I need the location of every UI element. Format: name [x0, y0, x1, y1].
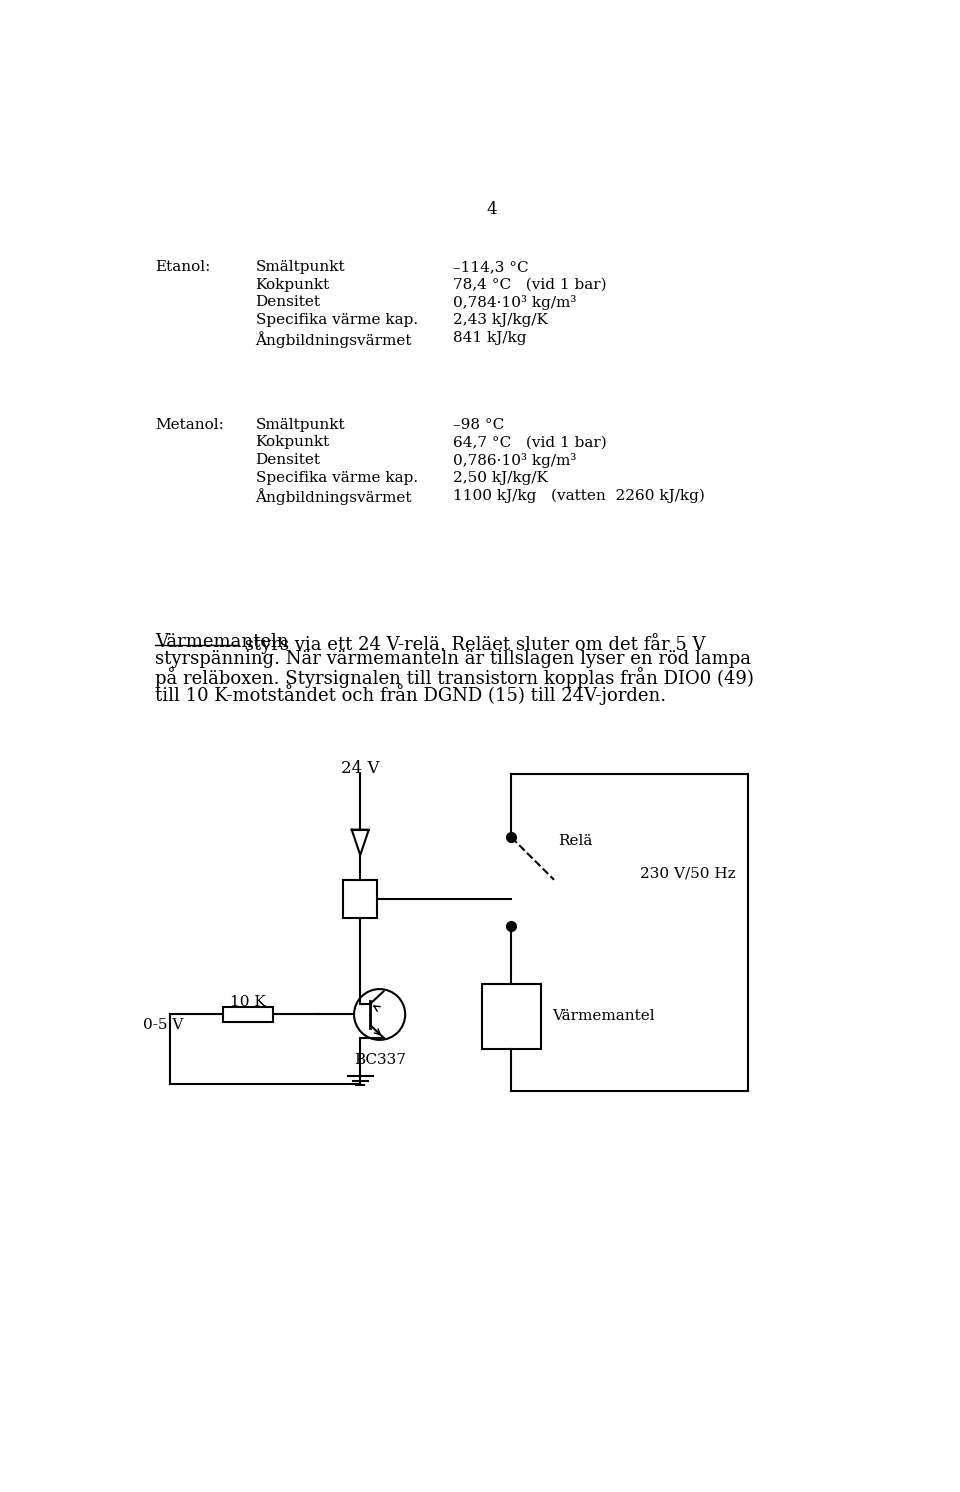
Text: 0,786·10³ kg/m³: 0,786·10³ kg/m³	[453, 454, 577, 468]
Text: BC337: BC337	[353, 1053, 405, 1067]
Text: styrspänning. När värmemanteln är tillslagen lyser en röd lampa: styrspänning. När värmemanteln är tillsl…	[155, 651, 751, 668]
Text: Densitet: Densitet	[255, 295, 321, 309]
Text: 230 V/50 Hz: 230 V/50 Hz	[640, 867, 736, 880]
Text: 64,7 °C   (vid 1 bar): 64,7 °C (vid 1 bar)	[453, 436, 607, 449]
Text: Specifika värme kap.: Specifika värme kap.	[255, 313, 418, 327]
Text: 1100 kJ/kg   (vatten  2260 kJ/kg): 1100 kJ/kg (vatten 2260 kJ/kg)	[453, 488, 706, 503]
Text: –98 °C: –98 °C	[453, 418, 505, 431]
Text: Kokpunkt: Kokpunkt	[255, 436, 330, 449]
Bar	[223, 1007, 273, 1022]
Text: 2,50 kJ/kg/K: 2,50 kJ/kg/K	[453, 471, 548, 485]
Text: Kokpunkt: Kokpunkt	[255, 278, 330, 291]
Text: 4: 4	[487, 200, 497, 218]
Text: 841 kJ/kg: 841 kJ/kg	[453, 331, 527, 345]
Text: Relä: Relä	[558, 834, 592, 847]
Text: styrs via ett 24 V-relä. Reläet sluter om det får 5 V: styrs via ett 24 V-relä. Reläet sluter o…	[239, 633, 705, 655]
Text: 24 V: 24 V	[341, 761, 379, 777]
Text: Smältpunkt: Smältpunkt	[255, 260, 346, 275]
Text: 0-5 V: 0-5 V	[143, 1019, 183, 1032]
Text: Smältpunkt: Smältpunkt	[255, 418, 346, 431]
Text: Densitet: Densitet	[255, 454, 321, 467]
Text: Etanol:: Etanol:	[155, 260, 210, 275]
Text: 10 K: 10 K	[230, 995, 266, 1009]
Text: Metanol:: Metanol:	[155, 418, 224, 431]
Text: på reläboxen. Styrsignalen till transistorn kopplas från DIO0 (49): på reläboxen. Styrsignalen till transist…	[155, 667, 754, 688]
Text: Värmemantel: Värmemantel	[552, 1010, 655, 1024]
Text: 2,43 kJ/kg/K: 2,43 kJ/kg/K	[453, 313, 548, 327]
Bar	[482, 983, 540, 1049]
Bar	[344, 880, 377, 918]
Text: Specifika värme kap.: Specifika värme kap.	[255, 471, 418, 485]
Text: –114,3 °C: –114,3 °C	[453, 260, 529, 275]
Text: Ångbildningsvärmet: Ångbildningsvärmet	[255, 488, 412, 506]
Text: Ångbildningsvärmet: Ångbildningsvärmet	[255, 331, 412, 348]
Text: 78,4 °C   (vid 1 bar): 78,4 °C (vid 1 bar)	[453, 278, 607, 291]
Text: till 10 K-motståndet och från DGND (15) till 24V-jorden.: till 10 K-motståndet och från DGND (15) …	[155, 685, 666, 706]
Text: 0,784·10³ kg/m³: 0,784·10³ kg/m³	[453, 295, 577, 310]
Text: Värmemanteln: Värmemanteln	[155, 633, 289, 652]
